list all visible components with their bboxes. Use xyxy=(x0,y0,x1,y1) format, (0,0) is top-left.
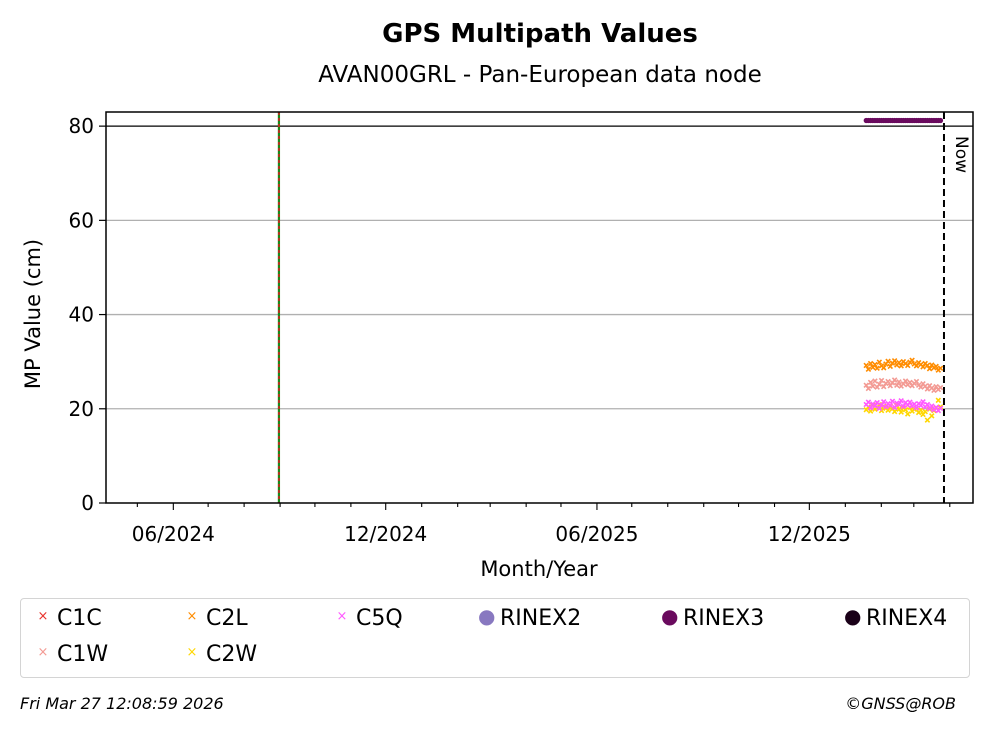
legend-marker-rinex3: ● xyxy=(661,604,679,628)
legend-marker-c2w: × xyxy=(186,645,198,660)
point-c5q xyxy=(911,401,918,407)
legend-marker-c1c: × xyxy=(37,609,49,624)
gps-multipath-chart: GPS Multipath Values AVAN00GRL - Pan-Eur… xyxy=(21,19,974,581)
point-c2w xyxy=(922,408,928,415)
point-c2w xyxy=(891,408,898,415)
legend-item-c1w: × C1W xyxy=(35,642,109,667)
point-c2l xyxy=(880,365,887,371)
point-c2l xyxy=(865,366,872,372)
y-tick-label: 80 xyxy=(69,114,94,138)
point-c2l xyxy=(933,363,939,370)
chart-subtitle: AVAN00GRL - Pan-European data node xyxy=(318,62,761,88)
legend-marker-c5q: × xyxy=(336,609,348,624)
point-c2l xyxy=(876,359,883,365)
point-c2w xyxy=(918,407,924,413)
point-c5q xyxy=(907,399,913,405)
point-c5q xyxy=(924,401,931,408)
point-c2w xyxy=(904,411,911,417)
legend-label-rinex4: RINEX4 xyxy=(866,606,948,631)
x-tick-label: 12/2024 xyxy=(344,522,427,546)
point-c1w xyxy=(937,384,944,391)
footer-timestamp: Fri Mar 27 12:08:59 2026 xyxy=(20,694,224,713)
y-axis-label: MP Value (cm) xyxy=(21,239,45,389)
point-c5q xyxy=(896,401,902,408)
point-c5q xyxy=(920,398,926,405)
point-c5q xyxy=(865,399,872,405)
x-axis-label: Month/Year xyxy=(480,557,598,581)
legend-item-c2w: × C2W xyxy=(184,642,258,667)
point-c2l xyxy=(937,365,944,372)
point-c1w xyxy=(876,381,883,388)
legend-marker-rinex2: ● xyxy=(478,604,496,628)
point-c1w xyxy=(913,378,920,385)
plot-frame xyxy=(105,111,974,504)
point-c1w xyxy=(896,379,902,385)
point-c1w xyxy=(902,378,909,384)
point-rinex3 xyxy=(937,117,944,124)
legend-item-rinex2: ● RINEX2 xyxy=(478,604,582,631)
legend-item-rinex3: ● RINEX3 xyxy=(661,604,765,631)
plot-area: 0 20 40 60 80 06/2024 12/2024 06/2025 12/2025 Now xyxy=(69,111,974,546)
legend-item-c1c: × C1C xyxy=(35,607,102,631)
point-c2l xyxy=(872,361,878,368)
legend-label-rinex2: RINEX2 xyxy=(500,606,582,631)
point-c1w xyxy=(878,377,885,384)
y-tick-label: 40 xyxy=(69,303,94,327)
legend-item-c2l: × C2L xyxy=(184,607,248,631)
point-c5q xyxy=(898,398,904,404)
point-c1w xyxy=(885,378,891,385)
point-c1w xyxy=(931,387,937,394)
legend-label-c1c: C1C xyxy=(57,606,102,631)
point-c5q xyxy=(937,405,944,412)
point-c1w xyxy=(867,379,874,386)
point-c1w xyxy=(870,383,876,389)
point-c5q xyxy=(880,398,887,405)
point-c5q xyxy=(887,402,894,409)
legend-item-rinex4: ● RINEX4 xyxy=(844,604,948,631)
legend-marker-rinex4: ● xyxy=(844,604,862,628)
point-c1w xyxy=(891,377,898,383)
y-tick-label: 20 xyxy=(69,397,94,421)
point-c1w xyxy=(872,378,878,384)
point-c5q xyxy=(874,399,880,406)
chart-title: GPS Multipath Values xyxy=(382,19,698,49)
point-c5q xyxy=(867,405,874,411)
y-tick-label: 60 xyxy=(69,208,94,232)
legend-label-c5q: C5Q xyxy=(356,606,403,631)
now-label: Now xyxy=(951,136,971,173)
point-c5q xyxy=(900,403,907,410)
point-c2l xyxy=(898,363,904,369)
point-c2w xyxy=(937,404,944,410)
x-tick-label: 06/2025 xyxy=(555,522,638,546)
point-c5q xyxy=(913,405,920,411)
point-c2l xyxy=(926,365,933,372)
legend-label-c1w: C1W xyxy=(57,642,109,667)
point-c2l xyxy=(891,357,898,364)
legend-label-c2l: C2L xyxy=(206,606,248,631)
point-c2l xyxy=(863,362,869,369)
point-c2w xyxy=(898,409,904,415)
legend-marker-c1w: × xyxy=(37,645,49,660)
legend-label-c2w: C2W xyxy=(206,642,258,667)
point-c5q xyxy=(918,402,924,409)
legend-marker-c2l: × xyxy=(186,609,198,624)
point-c2l xyxy=(885,358,891,364)
point-c5q xyxy=(891,404,898,411)
x-tick-label: 12/2025 xyxy=(768,522,851,546)
point-c2w xyxy=(928,413,935,419)
point-c2w xyxy=(924,417,931,423)
point-c1w xyxy=(865,385,872,392)
point-c2l xyxy=(874,365,880,372)
point-c5q xyxy=(928,403,935,409)
point-c2l xyxy=(867,360,874,367)
legend-label-rinex3: RINEX3 xyxy=(683,606,765,631)
y-tick-label: 0 xyxy=(81,491,94,515)
point-c2l xyxy=(909,357,915,364)
legend: × C1C × C2L × C5Q ● RINEX2 ● RINEX3 ● RINEX4 ×… xyxy=(20,598,970,678)
x-tick-label: 06/2024 xyxy=(132,522,215,546)
point-c2w xyxy=(935,397,942,404)
point-c5q xyxy=(889,398,896,405)
legend-item-c5q: × C5Q xyxy=(334,607,403,631)
footer-copyright: ©GNSS@ROB xyxy=(845,694,956,713)
